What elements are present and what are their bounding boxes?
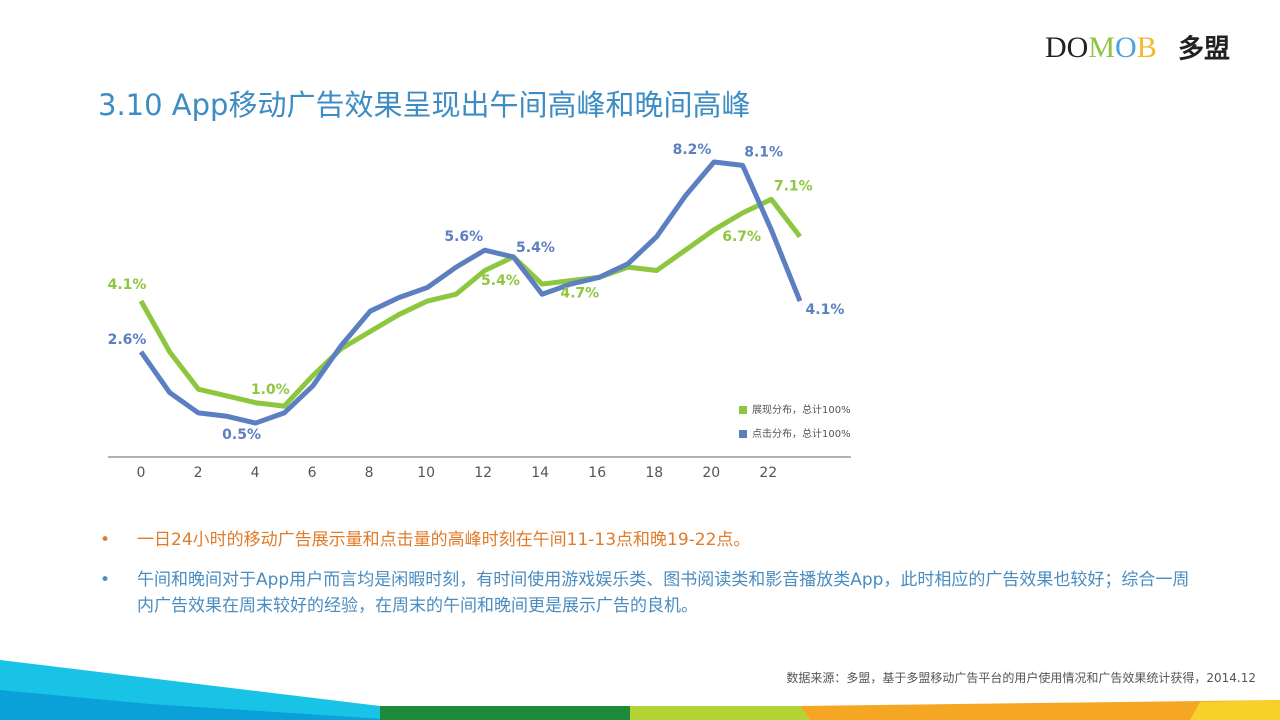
legend-swatch	[739, 430, 747, 438]
x-tick-label: 6	[308, 465, 317, 481]
data-label: 0.5%	[222, 427, 261, 443]
logo-letter: O	[1115, 31, 1137, 64]
data-label: 8.1%	[744, 144, 783, 160]
logo: DOMOB	[1045, 31, 1157, 64]
series-line	[138, 159, 803, 426]
data-label: 5.6%	[444, 229, 483, 245]
logo-letter: O	[1067, 31, 1089, 64]
data-label: 1.0%	[251, 382, 290, 398]
data-label: 2.6%	[108, 332, 147, 348]
stripe	[800, 700, 1280, 720]
data-label: 5.4%	[481, 273, 520, 289]
stripe	[630, 706, 810, 720]
bullet-dot: •	[100, 570, 111, 590]
bullet-text: 一日24小时的移动广告展示量和点击量的高峰时刻在午间11-13点和晚19-22点…	[137, 530, 751, 550]
bullet: • 一日24小时的移动广告展示量和点击量的高峰时刻在午间11-13点和晚19-22…	[100, 527, 1197, 553]
bullet: • 午间和晚间对于App用户而言均是闲暇时刻，有时间使用游戏娱乐类、图书阅读类和影…	[100, 567, 1197, 619]
series-line	[138, 196, 802, 409]
x-tick-label: 4	[251, 465, 260, 481]
x-tick-label: 10	[417, 465, 435, 481]
x-tick-label: 14	[531, 465, 549, 481]
data-label: 5.4%	[516, 240, 555, 256]
source: 数据来源：多盟，基于多盟移动广告平台的用户使用情况和广告效果统计获得，2014.…	[786, 671, 1256, 685]
x-tick-label: 16	[588, 465, 606, 481]
legend-label: 点击分布，总计100%	[752, 427, 851, 440]
logo-letter: D	[1045, 31, 1067, 64]
x-tick-label: 22	[759, 465, 777, 481]
stripe	[0, 690, 400, 720]
data-label: 4.1%	[108, 277, 147, 293]
x-tick-label: 2	[194, 465, 203, 481]
bullet-text: 午间和晚间对于App用户而言均是闲暇时刻，有时间使用游戏娱乐类、图书阅读类和影音…	[137, 570, 1190, 616]
data-label: 4.7%	[560, 286, 599, 302]
data-label: 7.1%	[774, 178, 813, 194]
logo-letter: B	[1137, 31, 1157, 64]
logo-letter: M	[1088, 31, 1115, 64]
stripe	[1190, 700, 1280, 720]
x-tick-label: 0	[137, 465, 146, 481]
slide-title: 3.10 App移动广告效果呈现出午间高峰和晚间高峰	[98, 88, 750, 122]
data-label: 4.1%	[806, 302, 845, 318]
data-label: 8.2%	[673, 142, 712, 158]
legend-swatch	[739, 406, 747, 414]
data-label: 6.7%	[722, 229, 761, 245]
x-tick-label: 20	[702, 465, 720, 481]
stripe	[380, 706, 630, 720]
x-tick-label: 12	[474, 465, 492, 481]
legend-label: 展现分布，总计100%	[752, 403, 851, 416]
x-tick-label: 8	[365, 465, 374, 481]
x-tick-label: 18	[645, 465, 663, 481]
bullet-dot: •	[100, 530, 111, 550]
logo-cn: 多盟	[1178, 35, 1230, 65]
